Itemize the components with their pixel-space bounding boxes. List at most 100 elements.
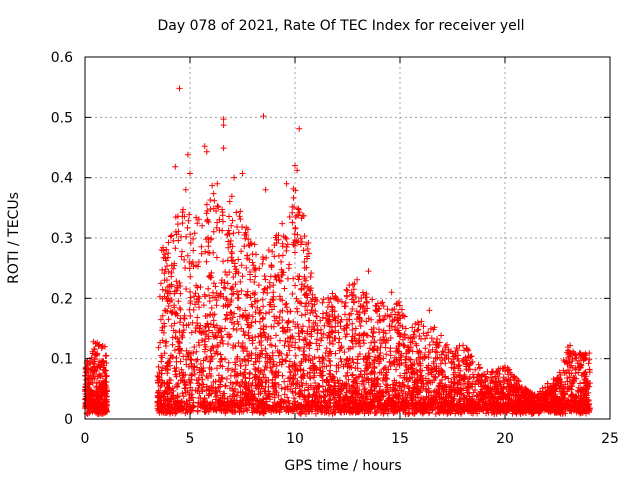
data-point <box>360 291 367 298</box>
data-point <box>206 364 213 371</box>
data-point <box>335 339 342 346</box>
data-point <box>358 295 365 302</box>
data-point <box>290 395 297 402</box>
data-point <box>253 345 260 352</box>
data-point <box>460 342 467 349</box>
data-point <box>306 317 313 324</box>
data-point <box>202 324 209 331</box>
data-point <box>242 374 249 381</box>
data-point <box>586 350 593 357</box>
data-point <box>466 374 473 381</box>
data-point <box>434 335 441 342</box>
data-point <box>354 276 361 283</box>
data-point <box>203 201 210 208</box>
data-point <box>342 392 349 399</box>
data-point <box>384 306 391 313</box>
data-point <box>191 230 198 237</box>
data-point <box>313 313 320 320</box>
data-point <box>420 323 427 330</box>
data-point <box>294 308 301 315</box>
data-point <box>283 247 290 254</box>
data-point <box>295 330 302 337</box>
data-point <box>249 313 256 320</box>
data-point <box>304 294 311 301</box>
data-point <box>469 371 476 378</box>
data-point <box>223 375 230 382</box>
data-point <box>222 383 229 390</box>
data-point <box>271 303 278 310</box>
data-point <box>320 355 327 362</box>
data-point <box>252 273 259 280</box>
data-point <box>327 362 334 369</box>
data-point <box>256 318 263 325</box>
data-point <box>239 223 246 230</box>
data-point <box>276 408 283 415</box>
data-point <box>203 258 210 265</box>
data-point <box>438 351 445 358</box>
data-point <box>312 320 319 327</box>
data-point <box>289 291 296 298</box>
data-point <box>276 277 283 284</box>
data-point <box>299 328 306 335</box>
data-point <box>276 313 283 320</box>
data-point <box>222 356 229 363</box>
data-point <box>220 284 227 291</box>
data-point <box>459 357 466 364</box>
data-point <box>425 370 432 377</box>
data-point <box>88 354 95 361</box>
data-point <box>439 348 446 355</box>
data-point <box>272 332 279 339</box>
data-point <box>379 377 386 384</box>
data-point <box>432 373 439 380</box>
data-point <box>161 350 168 357</box>
data-point <box>242 307 249 314</box>
data-point <box>418 318 425 325</box>
data-point <box>357 322 364 329</box>
data-point <box>248 391 255 398</box>
data-point <box>207 197 214 204</box>
data-point <box>286 347 293 354</box>
data-point <box>504 380 511 387</box>
data-point <box>290 194 297 201</box>
data-point <box>209 329 216 336</box>
data-point <box>165 303 172 310</box>
data-point <box>345 376 352 383</box>
data-point <box>227 379 234 386</box>
data-point <box>218 355 225 362</box>
data-point <box>539 385 546 392</box>
data-point <box>290 204 297 211</box>
data-point <box>230 388 237 395</box>
data-point <box>407 362 414 369</box>
data-point <box>222 285 229 292</box>
data-point <box>326 357 333 364</box>
data-point <box>208 372 215 379</box>
data-point <box>273 362 280 369</box>
data-point <box>207 321 214 328</box>
data-point <box>175 380 182 387</box>
data-point <box>295 276 302 283</box>
data-point <box>366 345 373 352</box>
data-point <box>351 384 358 391</box>
data-point <box>360 289 367 296</box>
data-point <box>269 349 276 356</box>
data-point <box>172 214 179 221</box>
data-point <box>282 301 289 308</box>
data-point <box>423 380 430 387</box>
data-point <box>289 219 296 226</box>
data-point <box>495 375 502 382</box>
data-point <box>291 249 298 256</box>
data-point <box>314 336 321 343</box>
data-point <box>174 221 181 228</box>
data-point <box>224 257 231 264</box>
data-point <box>394 347 401 354</box>
data-point <box>165 358 172 365</box>
data-point <box>276 293 283 300</box>
data-point <box>204 320 211 327</box>
data-point <box>302 291 309 298</box>
data-point <box>251 291 258 298</box>
data-point <box>224 280 231 287</box>
data-point <box>232 281 239 288</box>
data-point <box>326 299 333 306</box>
data-point <box>276 359 283 366</box>
data-point <box>365 409 372 416</box>
